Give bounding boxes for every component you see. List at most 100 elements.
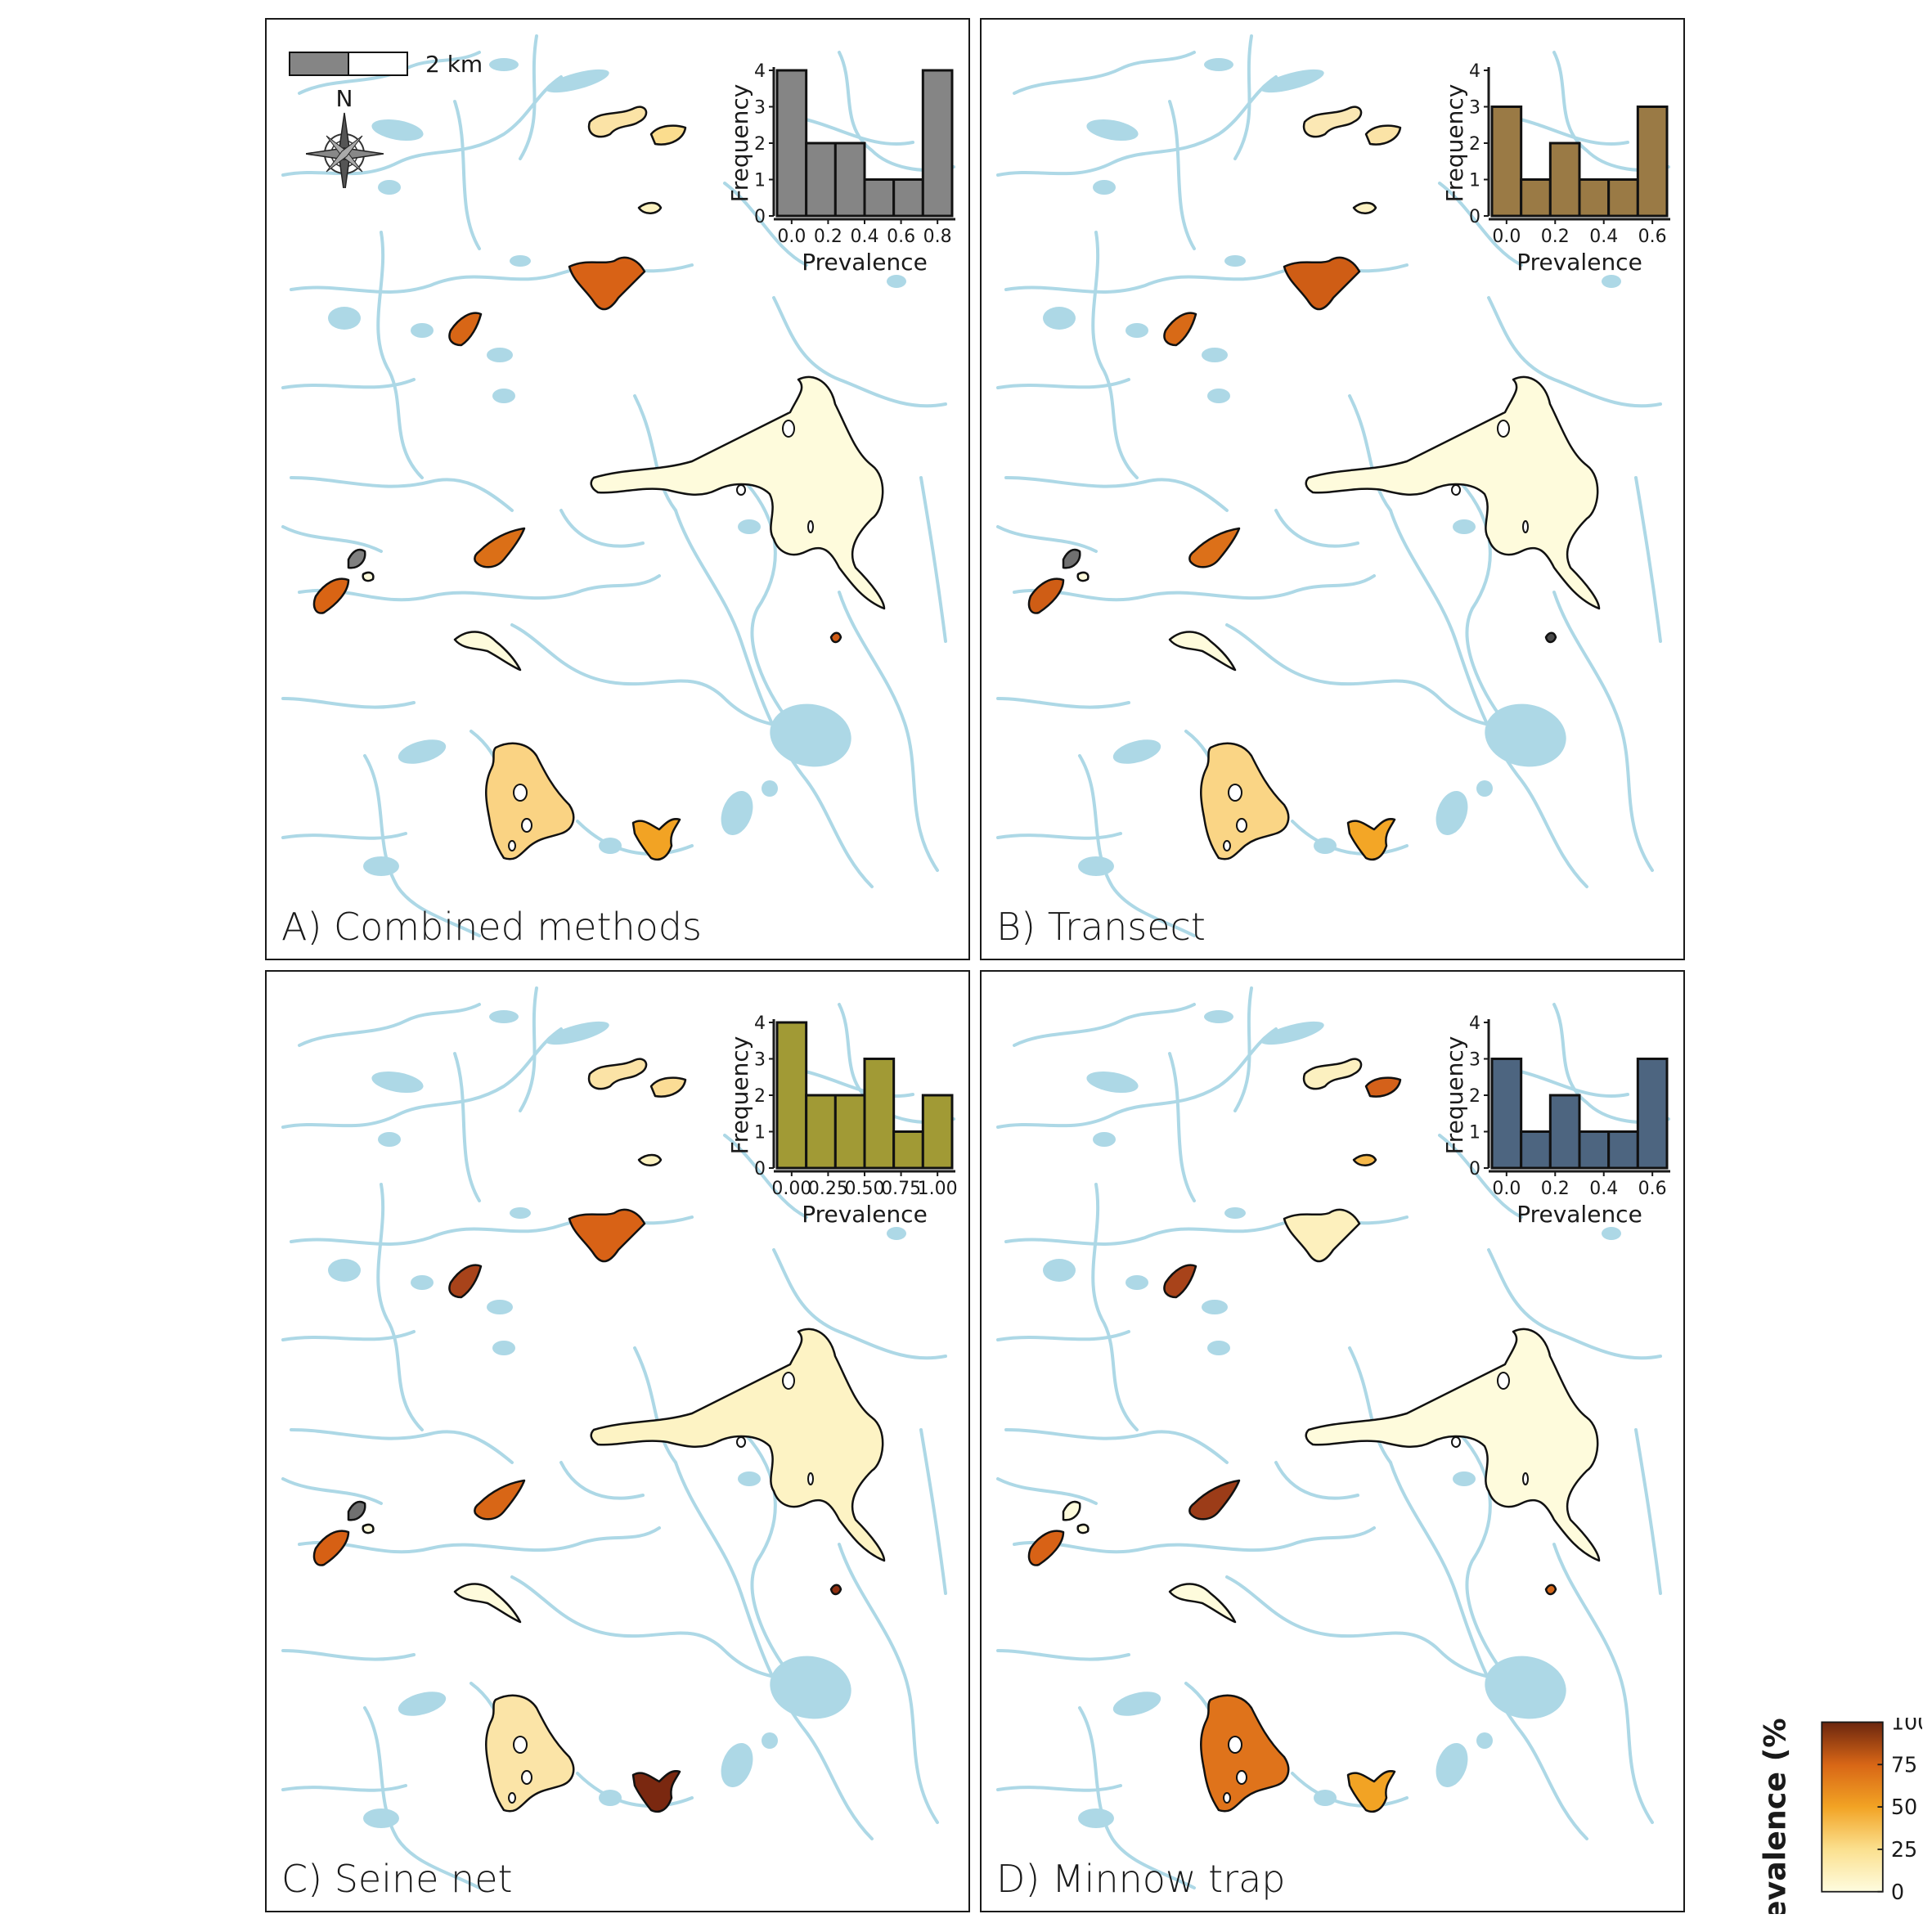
background-pond <box>599 838 622 854</box>
background-pond <box>1436 790 1468 836</box>
river <box>1389 509 1588 888</box>
river <box>996 832 1122 840</box>
study-lake-l12[interactable] <box>1168 631 1237 672</box>
island <box>1228 784 1242 802</box>
study-lake-l9[interactable] <box>362 571 375 582</box>
river <box>1634 476 1662 643</box>
study-lake-l7[interactable] <box>1188 1479 1241 1521</box>
river <box>1512 1068 1629 1098</box>
study-lake-l11[interactable] <box>829 1584 842 1596</box>
study-lake-l14[interactable] <box>631 818 681 861</box>
study-lake-l13[interactable] <box>1200 742 1290 860</box>
study-lake-l6[interactable] <box>590 1328 886 1562</box>
panel-label: A) Combined methods <box>281 905 702 949</box>
study-lake-l13[interactable] <box>1200 1694 1290 1813</box>
study-lake-l1[interactable] <box>587 1058 648 1090</box>
study-lake-l5[interactable] <box>1163 1264 1197 1299</box>
study-lake-l4[interactable] <box>568 1208 646 1263</box>
study-lake-l5[interactable] <box>1163 312 1197 347</box>
study-lake-l10[interactable] <box>312 1530 350 1566</box>
river <box>723 1134 808 1219</box>
river <box>363 1706 481 1889</box>
study-lake-l3[interactable] <box>637 201 663 214</box>
study-lake-l1[interactable] <box>587 106 648 138</box>
river-network <box>281 34 955 937</box>
background-pond <box>487 348 513 362</box>
study-lake-l9[interactable] <box>1076 571 1090 582</box>
study-lake-l12[interactable] <box>1168 1583 1237 1624</box>
background-pond <box>363 856 399 876</box>
study-lake-l9[interactable] <box>1076 1523 1090 1534</box>
river <box>996 1649 1130 1661</box>
background-pond <box>1126 1275 1148 1290</box>
study-lake-l8[interactable] <box>347 1500 366 1521</box>
river <box>1168 100 1196 250</box>
study-lake-l14[interactable] <box>1346 1770 1396 1813</box>
study-lake-l7[interactable] <box>1188 527 1241 568</box>
study-lake-l12[interactable] <box>453 631 522 672</box>
study-lake-l3[interactable] <box>1352 201 1377 214</box>
histogram-xtick: 0.25 <box>808 1179 848 1199</box>
study-lake-l3[interactable] <box>637 1153 663 1166</box>
study-lake-l8[interactable] <box>1062 548 1081 569</box>
river <box>1274 1461 1359 1500</box>
study-lake-l6[interactable] <box>1305 375 1601 610</box>
river <box>919 1428 947 1595</box>
study-lake-l13[interactable] <box>485 1694 575 1813</box>
study-lake-l4[interactable] <box>1283 256 1361 311</box>
study-lake-l1[interactable] <box>1302 106 1363 138</box>
study-lake-l13[interactable] <box>485 742 575 860</box>
study-lake-l7[interactable] <box>474 527 526 568</box>
study-lake-l14[interactable] <box>631 1770 681 1813</box>
island <box>1223 840 1231 851</box>
lake-map <box>281 986 955 1889</box>
study-lake-l4[interactable] <box>1283 1208 1361 1263</box>
study-lake-l12[interactable] <box>453 1583 522 1624</box>
background-pond <box>887 275 906 288</box>
river <box>1438 182 1523 267</box>
background-pond <box>363 1808 399 1828</box>
island <box>736 484 746 496</box>
histogram-ytick: 0 <box>1469 1159 1480 1179</box>
study-lake-l4[interactable] <box>568 256 646 311</box>
study-lake-l10[interactable] <box>1027 1530 1065 1566</box>
river <box>838 51 955 172</box>
study-lake-l11[interactable] <box>1544 631 1557 644</box>
river <box>1091 1183 1139 1431</box>
river <box>772 296 947 408</box>
river <box>298 1003 481 1047</box>
river <box>519 34 538 160</box>
study-lake-l8[interactable] <box>1062 1500 1081 1521</box>
study-lake-l2[interactable] <box>649 1076 687 1098</box>
study-lake-l14[interactable] <box>1346 818 1396 861</box>
legend-tick-label: 0 <box>1891 1880 1904 1905</box>
study-lake-l6[interactable] <box>590 375 886 610</box>
study-lake-l8[interactable] <box>347 548 366 569</box>
study-lake-l2[interactable] <box>1364 1076 1402 1098</box>
study-lake-l10[interactable] <box>312 577 350 614</box>
study-lake-l2[interactable] <box>1364 124 1402 146</box>
histogram-bar <box>1578 1130 1611 1170</box>
histogram-xtick: 0.6 <box>1638 1179 1667 1199</box>
study-lake-l5[interactable] <box>448 312 483 347</box>
background-pond <box>1202 1300 1228 1314</box>
study-lake-l3[interactable] <box>1352 1153 1377 1166</box>
study-lake-l11[interactable] <box>1544 1584 1557 1596</box>
histogram-ytick: 0 <box>1469 207 1480 227</box>
histogram-ytick: 4 <box>754 1013 766 1034</box>
study-lake-l7[interactable] <box>474 1479 526 1521</box>
island <box>1522 520 1529 533</box>
study-lake-l2[interactable] <box>649 124 687 146</box>
study-lake-l5[interactable] <box>448 1264 483 1299</box>
study-lake-l9[interactable] <box>362 1523 375 1534</box>
study-lake-l10[interactable] <box>1027 577 1065 614</box>
histogram-bar <box>1490 106 1523 218</box>
study-lake-l11[interactable] <box>829 631 842 644</box>
study-lake-l1[interactable] <box>1302 1058 1363 1090</box>
background-pond <box>1260 69 1324 93</box>
background-pond <box>378 180 401 195</box>
river <box>1078 1706 1196 1889</box>
island <box>1522 1472 1529 1485</box>
study-lake-l6[interactable] <box>1305 1328 1601 1562</box>
island <box>508 840 516 851</box>
